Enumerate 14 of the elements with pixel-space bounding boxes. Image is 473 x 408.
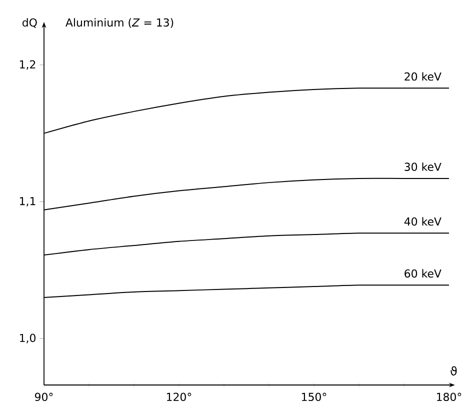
y-tick-label: 1,0 (20, 334, 36, 344)
series-label: 40 keV (404, 217, 442, 226)
y-tick-label: 1,1 (20, 197, 36, 206)
x-tick-label: 180° (437, 392, 462, 402)
y-axis-title: dQ (22, 18, 37, 28)
y-tick-label: 1,2 (20, 60, 36, 70)
x-axis-title: ϑ (450, 366, 457, 376)
series-label: 30 keV (404, 162, 442, 171)
x-tick-label: 150° (302, 392, 326, 402)
chart-title: Aluminium (Z = 13) (66, 18, 174, 28)
series-label: 60 keV (404, 269, 442, 278)
x-tick-label: 90° (34, 392, 53, 402)
series-label: 20 keV (404, 72, 442, 81)
x-tick-label: 120° (167, 392, 192, 402)
